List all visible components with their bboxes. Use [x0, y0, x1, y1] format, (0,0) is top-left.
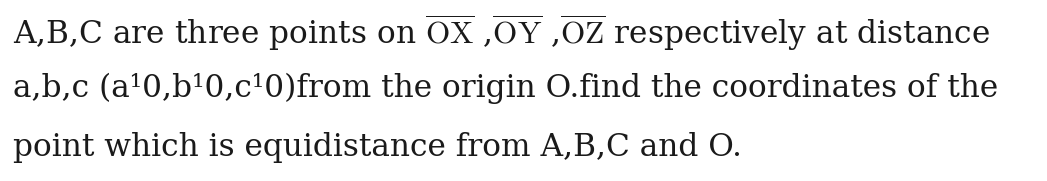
Text: A,B,C are three points on $\overline{\rm OX}$ ,$\overline{\rm OY}$ ,$\overline{\: A,B,C are three points on $\overline{\rm…: [13, 13, 989, 53]
Text: point which is equidistance from A,B,C and O.: point which is equidistance from A,B,C a…: [13, 132, 741, 163]
Text: a,b,c (a¹0,b¹0,c¹0)from the origin O.find the coordinates of the: a,b,c (a¹0,b¹0,c¹0)from the origin O.fin…: [13, 72, 998, 104]
